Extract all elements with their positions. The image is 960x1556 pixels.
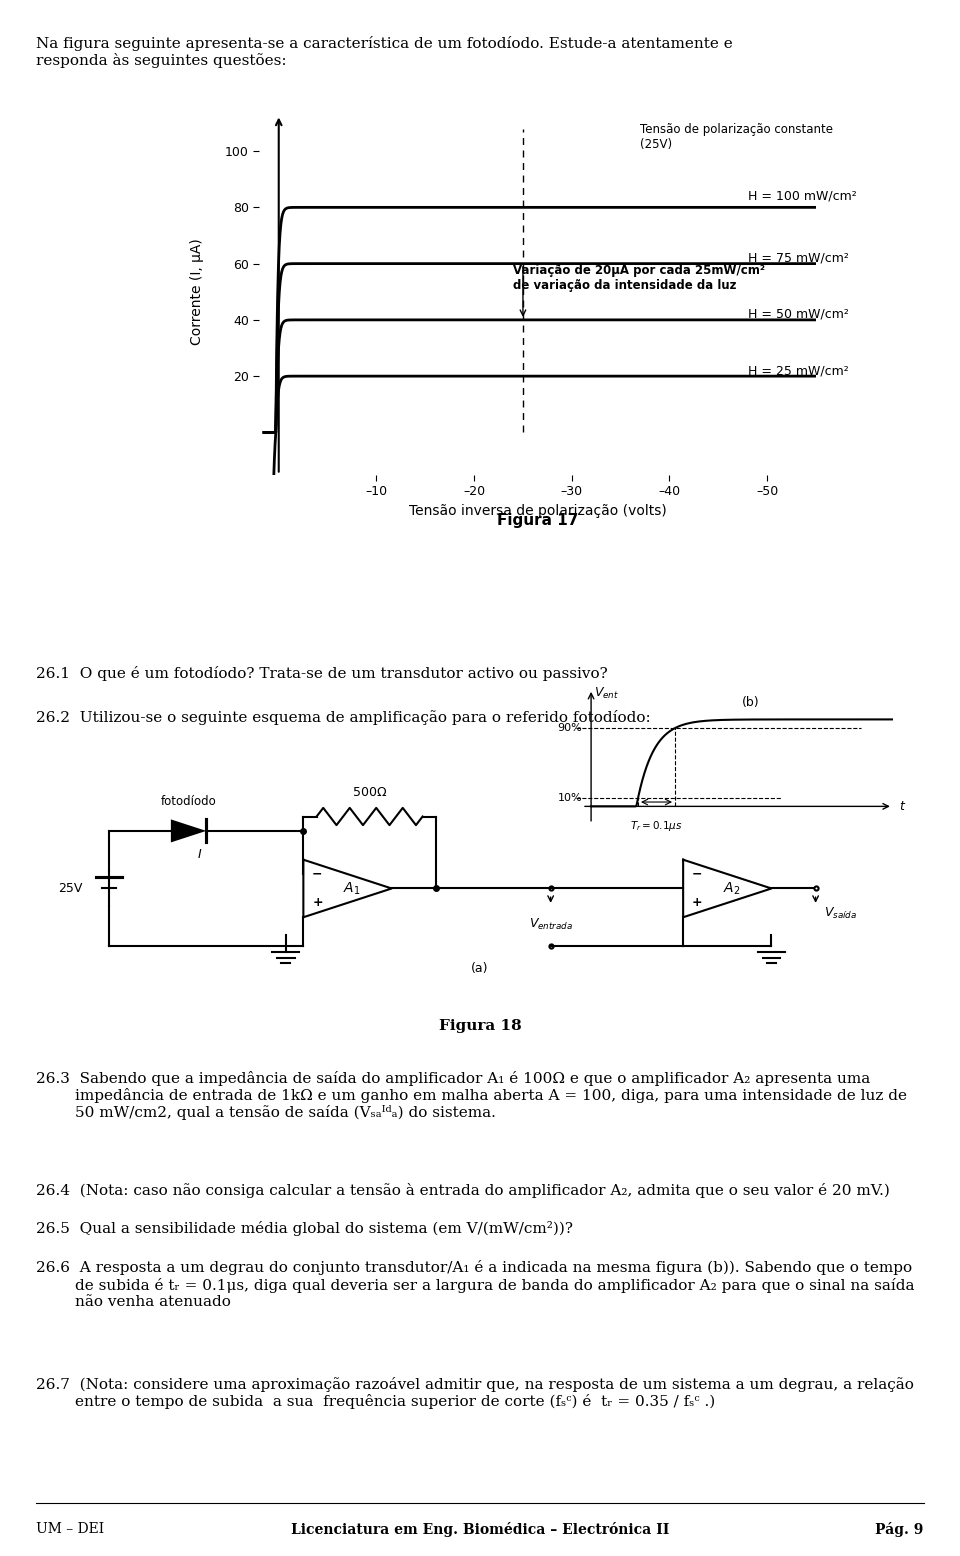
Text: 25V: 25V [59, 882, 83, 895]
Text: 26.1  O que é um fotodíodo? Trata-se de um transdutor activo ou passivo?: 26.1 O que é um fotodíodo? Trata-se de u… [36, 666, 609, 682]
Text: $V_{entrada}$: $V_{entrada}$ [529, 916, 573, 932]
Text: Figura 17: Figura 17 [497, 513, 578, 529]
Text: Pág. 9: Pág. 9 [876, 1522, 924, 1537]
Text: −: − [312, 868, 323, 881]
Text: H = 75 mW/cm²: H = 75 mW/cm² [748, 252, 849, 265]
Text: Licenciatura em Eng. Biomédica – Electrónica II: Licenciatura em Eng. Biomédica – Electró… [291, 1522, 669, 1537]
Text: $A_2$: $A_2$ [723, 881, 740, 896]
Text: Na figura seguinte apresenta-se a característica de um fotodíodo. Estude-a atent: Na figura seguinte apresenta-se a caract… [36, 36, 733, 68]
Text: 26.3  Sabendo que a impedância de saída do amplificador A₁ é 100Ω e que o amplif: 26.3 Sabendo que a impedância de saída d… [36, 1071, 907, 1120]
Text: $t$: $t$ [899, 800, 906, 812]
Text: 26.6  A resposta a um degrau do conjunto transdutor/A₁ é a indicada na mesma fig: 26.6 A resposta a um degrau do conjunto … [36, 1260, 915, 1309]
Text: 26.7  (Nota: considere uma aproximação razoável admitir que, na resposta de um s: 26.7 (Nota: considere uma aproximação ra… [36, 1377, 914, 1410]
Text: $V_{saída}$: $V_{saída}$ [825, 906, 857, 921]
Text: UM – DEI: UM – DEI [36, 1522, 105, 1536]
Text: 26.4  (Nota: caso não consiga calcular a tensão à entrada do amplificador A₂, ad: 26.4 (Nota: caso não consiga calcular a … [36, 1183, 890, 1198]
X-axis label: Tensão inversa de polarização (volts): Tensão inversa de polarização (volts) [409, 504, 666, 518]
Text: −: − [692, 868, 703, 881]
Text: H = 100 mW/cm²: H = 100 mW/cm² [748, 190, 856, 202]
Text: Tensão de polarização constante
(25V): Tensão de polarização constante (25V) [640, 123, 833, 151]
Text: $T_r = 0.1\mu s$: $T_r = 0.1\mu s$ [630, 820, 683, 834]
Text: (b): (b) [742, 696, 759, 708]
Text: +: + [692, 896, 703, 909]
Text: Variação de 20μA por cada 25mW/cm²
de variação da intensidade da luz: Variação de 20μA por cada 25mW/cm² de va… [514, 263, 765, 291]
Polygon shape [171, 820, 206, 842]
Text: H = 25 mW/cm²: H = 25 mW/cm² [748, 364, 849, 377]
Text: 90%: 90% [558, 724, 582, 733]
Text: (a): (a) [471, 962, 489, 974]
Text: I: I [198, 848, 202, 860]
Text: 26.2  Utilizou-se o seguinte esquema de amplificação para o referido fotodíodo:: 26.2 Utilizou-se o seguinte esquema de a… [36, 710, 651, 725]
Text: H = 50 mW/cm²: H = 50 mW/cm² [748, 308, 849, 321]
Text: 10%: 10% [558, 792, 582, 803]
Y-axis label: Corrente (I, μA): Corrente (I, μA) [189, 238, 204, 345]
Text: fotodíodo: fotodíodo [160, 795, 216, 808]
Text: +: + [312, 896, 323, 909]
Text: $V_{ent}$: $V_{ent}$ [594, 686, 619, 702]
Text: $A_1$: $A_1$ [343, 881, 361, 896]
Text: 26.5  Qual a sensibilidade média global do sistema (em V/(mW/cm²))?: 26.5 Qual a sensibilidade média global d… [36, 1221, 573, 1237]
Text: 500Ω: 500Ω [352, 786, 387, 800]
Text: Figura 18: Figura 18 [439, 1019, 521, 1033]
